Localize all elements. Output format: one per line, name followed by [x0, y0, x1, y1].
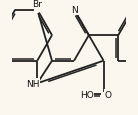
Text: NH: NH [26, 79, 39, 88]
Text: N: N [71, 6, 77, 15]
Text: HO: HO [80, 90, 93, 99]
Text: O: O [105, 90, 112, 99]
Text: Br: Br [32, 0, 42, 9]
